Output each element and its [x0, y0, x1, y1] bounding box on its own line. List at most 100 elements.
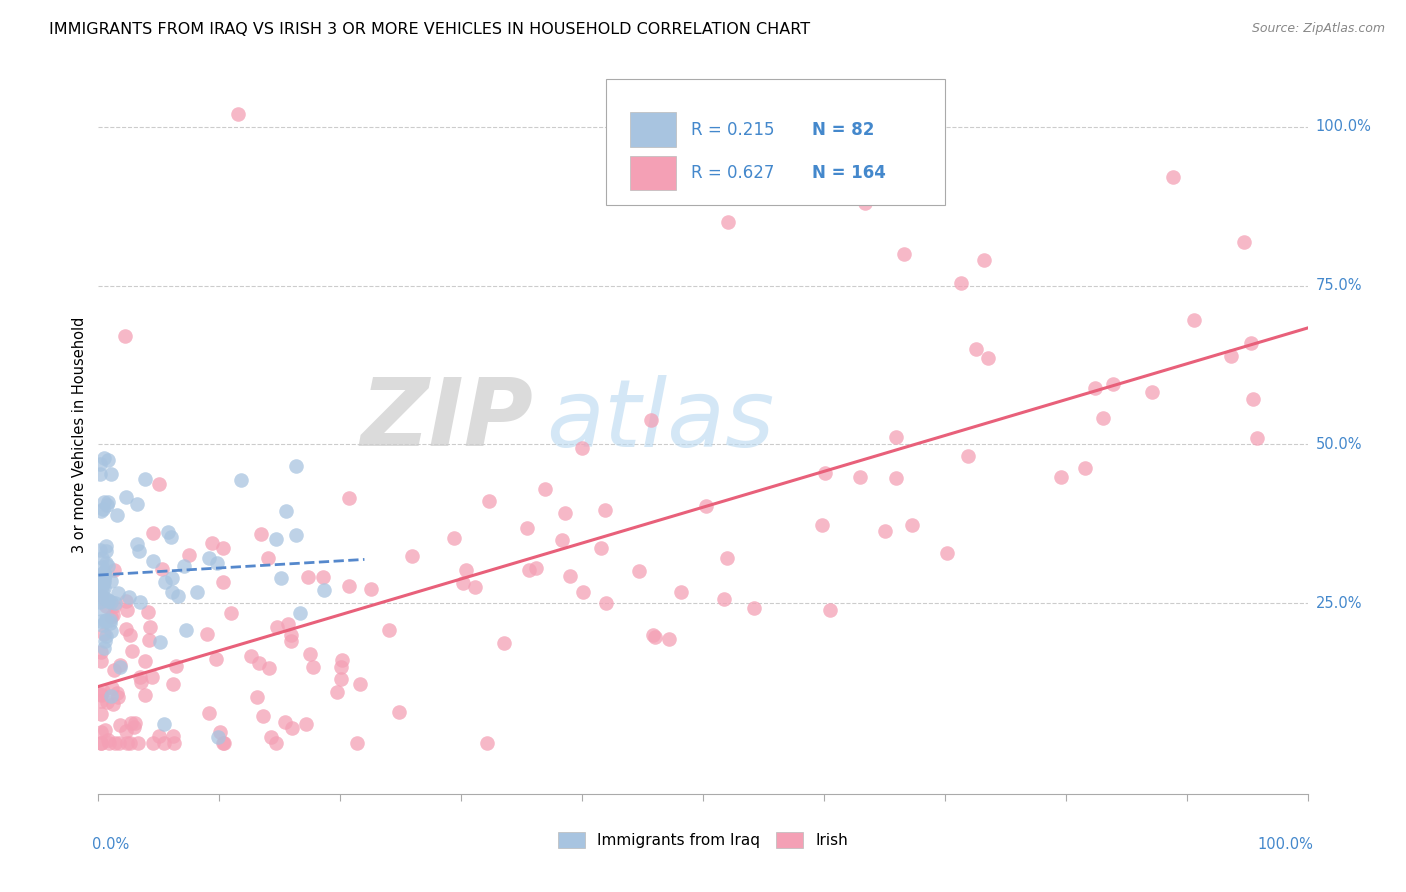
Text: R = 0.215: R = 0.215	[690, 120, 775, 138]
Point	[297, 569, 319, 583]
Text: 0.0%: 0.0%	[93, 837, 129, 852]
Point	[1241, 392, 1264, 406]
Point	[226, 107, 249, 121]
Point	[104, 596, 127, 610]
Point	[276, 504, 298, 518]
Point	[257, 661, 280, 675]
Point	[122, 721, 145, 735]
Point	[1102, 376, 1125, 391]
Text: N = 164: N = 164	[811, 164, 886, 182]
Point	[640, 412, 662, 426]
Bar	[630, 155, 676, 190]
Point	[219, 606, 242, 620]
Point	[401, 549, 423, 563]
Point	[89, 579, 111, 593]
Point	[91, 617, 114, 632]
Point	[100, 610, 122, 624]
Point	[207, 556, 229, 570]
Point	[115, 490, 138, 504]
Point	[139, 620, 162, 634]
Text: Source: ZipAtlas.com: Source: ZipAtlas.com	[1251, 22, 1385, 36]
Point	[378, 624, 401, 638]
Point	[627, 564, 650, 578]
Point	[558, 569, 581, 583]
Point	[965, 342, 987, 356]
Point	[198, 706, 221, 720]
Point	[973, 252, 995, 267]
Point	[284, 528, 307, 542]
Point	[115, 736, 138, 750]
Bar	[630, 112, 676, 147]
Point	[1091, 411, 1114, 425]
Point	[91, 566, 114, 581]
Point	[90, 687, 112, 701]
Point	[93, 573, 115, 587]
Point	[89, 595, 111, 609]
Point	[644, 631, 666, 645]
Point	[103, 563, 125, 577]
Point	[595, 596, 617, 610]
Point	[658, 632, 681, 646]
Point	[114, 329, 136, 343]
Point	[114, 593, 136, 607]
Point	[89, 467, 111, 481]
Point	[443, 531, 465, 545]
Point	[349, 677, 371, 691]
Point	[893, 246, 915, 260]
Point	[90, 654, 112, 668]
Point	[90, 736, 112, 750]
Point	[134, 654, 156, 668]
Point	[669, 584, 692, 599]
Point	[260, 730, 283, 744]
Point	[901, 518, 924, 533]
Point	[294, 716, 316, 731]
Point	[94, 633, 117, 648]
Point	[94, 567, 117, 582]
Text: 25.0%: 25.0%	[1316, 596, 1362, 611]
Point	[93, 451, 115, 466]
Text: atlas: atlas	[546, 375, 775, 466]
Point	[148, 729, 170, 743]
Point	[90, 688, 112, 702]
Point	[90, 645, 112, 659]
Point	[208, 725, 231, 739]
Point	[93, 565, 115, 579]
Point	[742, 600, 765, 615]
Point	[104, 736, 127, 750]
Point	[117, 591, 139, 605]
Point	[100, 467, 122, 481]
Point	[91, 579, 114, 593]
Point	[163, 736, 186, 750]
Point	[814, 466, 837, 480]
Point	[211, 736, 233, 750]
Point	[849, 469, 872, 483]
Point	[360, 582, 382, 597]
Point	[1074, 461, 1097, 475]
Point	[519, 563, 541, 577]
Point	[1182, 312, 1205, 326]
Point	[160, 585, 183, 599]
Point	[301, 660, 323, 674]
Point	[160, 572, 183, 586]
Point	[534, 482, 557, 496]
Point	[274, 715, 297, 730]
Point	[1240, 336, 1263, 351]
Point	[247, 656, 270, 670]
Point	[141, 670, 163, 684]
Point	[285, 459, 308, 474]
Point	[138, 633, 160, 648]
Point	[554, 506, 576, 520]
Point	[94, 613, 117, 627]
Point	[120, 716, 142, 731]
Text: 75.0%: 75.0%	[1316, 278, 1362, 293]
Point	[108, 658, 131, 673]
Point	[105, 686, 128, 700]
Point	[128, 544, 150, 558]
Point	[572, 584, 595, 599]
Point	[211, 541, 233, 555]
Point	[134, 471, 156, 485]
Point	[93, 627, 115, 641]
Point	[312, 583, 335, 598]
Point	[93, 575, 115, 590]
Point	[127, 736, 149, 750]
